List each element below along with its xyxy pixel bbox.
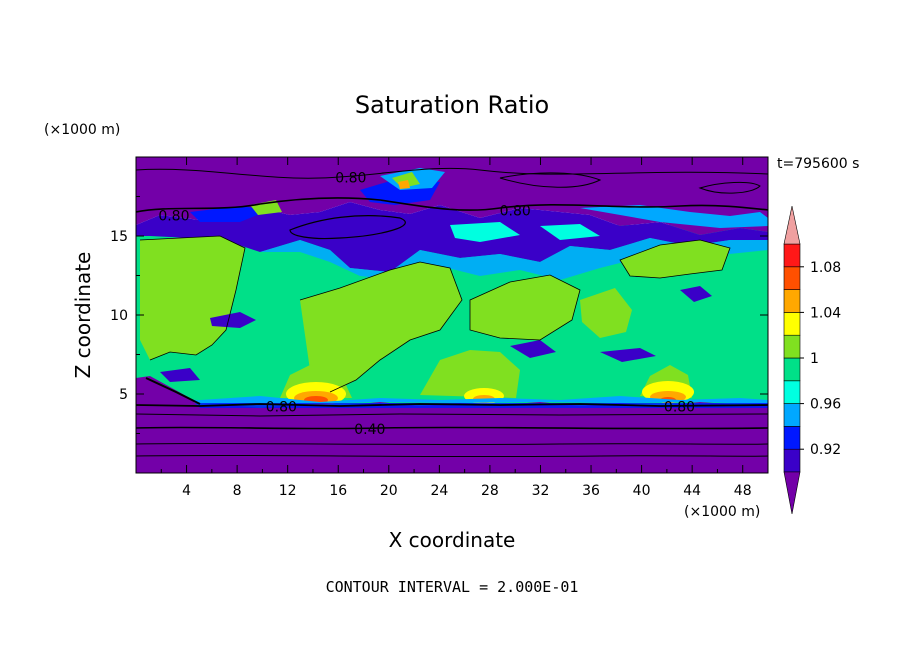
colorbar-band — [783, 312, 801, 336]
upper-patch-7 — [450, 222, 520, 242]
y-axis: 5 10 15 — [110, 196, 768, 434]
time-label: t=795600 s — [777, 156, 859, 172]
dry-pocket-3 — [510, 340, 556, 358]
upper-patch-8 — [540, 224, 600, 240]
x-tick-label: 32 — [532, 483, 550, 499]
x-tick-label: 8 — [233, 483, 242, 499]
transition-band — [136, 202, 768, 272]
contour-cloud-west — [139, 235, 246, 361]
contour-surface-1 — [136, 403, 768, 407]
y-axis-label: Z coordinate — [71, 252, 95, 379]
contour-surface-4 — [136, 442, 768, 446]
colorbar-band — [783, 403, 801, 427]
x-tick-label: 12 — [279, 483, 297, 499]
contour-label: 0.80 — [158, 208, 189, 224]
colorbar-tick-label: 0.96 — [810, 397, 841, 413]
x-tick-label: 4 — [182, 483, 191, 499]
colorbar-band — [783, 426, 801, 450]
x-axis-label: X coordinate — [389, 528, 516, 552]
x-unit-label: (×1000 m) — [684, 504, 760, 520]
x-tick-label: 28 — [481, 483, 499, 499]
contour-cloud-east — [619, 239, 731, 279]
contour-upper-5 — [499, 172, 602, 188]
colorbar-band — [783, 289, 801, 313]
contour-lines — [136, 167, 768, 458]
cloud-central-1 — [300, 262, 462, 392]
x-tick-label: 44 — [683, 483, 701, 499]
colorbar-band — [783, 448, 801, 473]
contour-label: 0.40 — [354, 422, 385, 438]
contour-label: 0.80 — [500, 204, 531, 220]
colorbar-tick-label: 1 — [810, 351, 819, 367]
contour-labels: 0.80 0.80 0.80 0.80 0.80 0.40 — [158, 171, 695, 438]
cloud-central-2 — [470, 275, 580, 340]
x-axis: 4 8 12 16 20 24 28 32 36 40 44 48 — [160, 157, 752, 499]
contour-upper-2 — [136, 197, 768, 213]
x-tick-label: 40 — [633, 483, 651, 499]
contour-label: 0.80 — [335, 171, 366, 187]
contour-west-slope — [145, 377, 201, 405]
colorbar-band — [783, 266, 801, 290]
colorbar-band — [783, 243, 801, 268]
colorbar-band — [783, 357, 801, 382]
contour-label: 0.80 — [266, 400, 297, 416]
contour-surface-5 — [136, 454, 768, 458]
x-tick-label: 36 — [582, 483, 600, 499]
colorbar-tick-label: 0.92 — [810, 442, 841, 458]
colorbar: 0.92 0.96 1 1.04 1.08 — [783, 205, 841, 515]
x-tick-label: 24 — [430, 483, 448, 499]
upper-patch-5 — [580, 205, 768, 228]
y-tick-label: 15 — [110, 229, 128, 245]
cloud-lower-1 — [420, 350, 520, 398]
colorbar-band — [783, 380, 801, 404]
y-tick-label: 10 — [110, 308, 128, 324]
saturation-field — [136, 157, 768, 473]
contour-surface-2 — [136, 413, 768, 417]
cloud-central-3 — [580, 288, 632, 338]
contour-cloud-central-2 — [469, 274, 581, 341]
dry-pocket-2 — [680, 286, 712, 302]
x-tick-label: 48 — [734, 483, 752, 499]
contour-surface-3 — [136, 426, 768, 430]
y-unit-label: (×1000 m) — [44, 122, 120, 138]
contour-label: 0.80 — [664, 400, 695, 416]
contour-interval-footer: CONTOUR INTERVAL = 2.000E-01 — [326, 578, 579, 596]
surface-transition — [136, 396, 768, 404]
colorbar-lower-extension — [783, 471, 801, 515]
cloud-east — [620, 240, 730, 278]
chart-title: Saturation Ratio — [355, 91, 549, 119]
contour-cloud-central-1 — [299, 261, 463, 393]
contour-upper-1 — [136, 167, 768, 179]
x-tick-label: 16 — [329, 483, 347, 499]
colorbar-tick-label: 1.08 — [810, 260, 841, 276]
transition-cyan — [260, 238, 768, 280]
dry-pocket-5 — [600, 348, 656, 362]
colorbar-upper-extension — [783, 205, 801, 245]
x-tick-label: 20 — [380, 483, 398, 499]
cloud-west — [140, 236, 245, 360]
colorbar-tick-label: 1.04 — [810, 305, 841, 321]
dry-pocket-1 — [210, 312, 256, 328]
upper-patch-6 — [190, 206, 270, 222]
contour-upper-3 — [289, 215, 406, 240]
upper-dry-layer — [136, 157, 768, 235]
contour-upper-4 — [698, 181, 761, 194]
upper-patch-4 — [398, 180, 410, 189]
colorbar-band — [783, 334, 801, 359]
y-tick-label: 5 — [119, 387, 128, 403]
west-slope — [136, 376, 200, 408]
dry-pocket-4 — [160, 368, 200, 382]
